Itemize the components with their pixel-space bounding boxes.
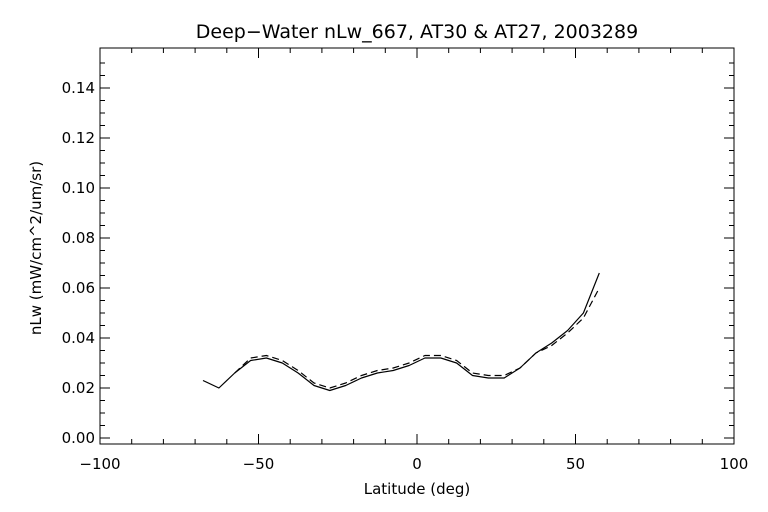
y-tick-labels: 0.00 0.02 0.04 0.06 0.08 0.10 0.12 0.14	[62, 79, 95, 447]
y-tick-label: 0.00	[62, 429, 95, 447]
plot-frame	[99, 47, 735, 445]
major-ticks	[99, 48, 735, 444]
x-tick-label: −50	[243, 455, 275, 473]
y-tick-label: 0.02	[62, 379, 95, 397]
y-tick-label: 0.14	[62, 79, 95, 97]
y-tick-label: 0.12	[62, 129, 95, 147]
y-tick-label: 0.10	[62, 179, 95, 197]
x-tick-labels: −100 −50 0 50 100	[79, 455, 748, 473]
x-axis-label: Latitude (deg)	[364, 480, 470, 498]
x-tick-label: 50	[566, 455, 585, 473]
series-line-dashed	[234, 287, 600, 389]
x-tick-label: −100	[79, 455, 120, 473]
series-line-solid	[202, 272, 600, 392]
y-axis-label: nLw (mW/cm^2/um/sr)	[27, 161, 45, 335]
y-tick-label: 0.04	[62, 329, 95, 347]
series-layer	[202, 272, 600, 392]
minor-ticks	[100, 48, 734, 444]
y-tick-label: 0.06	[62, 279, 95, 297]
x-tick-label: 0	[412, 455, 422, 473]
y-tick-label: 0.08	[62, 229, 95, 247]
chart-title: Deep−Water nLw_667, AT30 & AT27, 2003289	[196, 21, 638, 43]
x-tick-label: 100	[720, 455, 749, 473]
